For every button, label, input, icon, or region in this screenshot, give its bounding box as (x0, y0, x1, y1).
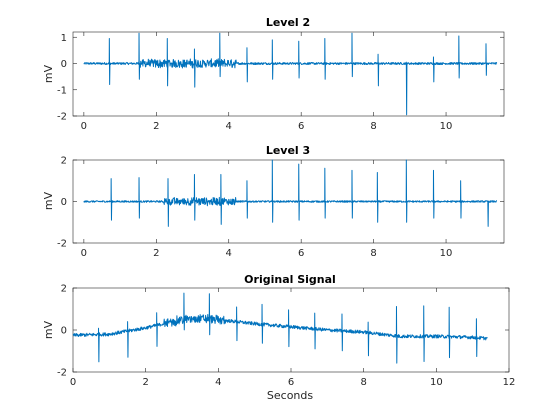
x-tick-label: 8 (370, 248, 376, 259)
x-tick-label: 6 (288, 377, 294, 388)
x-tick-label: 4 (215, 377, 221, 388)
y-tick-label: 1 (61, 33, 67, 44)
x-tick-label: 2 (153, 121, 159, 132)
x-tick-label: 12 (503, 377, 516, 388)
y-tick-label: 0 (61, 197, 67, 208)
panel-title: Level 2 (266, 16, 310, 29)
y-tick-label: 0 (61, 59, 67, 70)
y-tick-label: -2 (57, 239, 67, 250)
x-tick-label: 0 (81, 248, 87, 259)
x-axis-label: Seconds (267, 389, 313, 402)
signal-trace (83, 32, 498, 116)
x-tick-label: 4 (226, 248, 232, 259)
y-tick-label: -1 (57, 85, 67, 96)
x-tick-label: 10 (440, 121, 453, 132)
x-tick-label: 0 (70, 377, 76, 388)
signal-trace (72, 292, 488, 364)
x-tick-label: 6 (298, 248, 304, 259)
x-tick-label: 4 (226, 121, 232, 132)
x-tick-label: 2 (153, 248, 159, 259)
x-ticks: 0 2 4 6 8 10 (81, 32, 453, 132)
axes-frame (72, 287, 510, 373)
y-tick-label: 0 (61, 326, 67, 337)
panel-title: Level 3 (266, 144, 310, 157)
panel-title: Original Signal (244, 273, 336, 286)
y-tick-label: 2 (61, 284, 67, 295)
y-tick-label: -2 (57, 112, 67, 123)
panel-level-3: Level 3 mV 0 2 4 6 8 10 -2 0 2 (42, 144, 505, 259)
y-ticks: -2 -1 0 1 (57, 33, 504, 123)
x-tick-label: 10 (430, 377, 443, 388)
x-tick-label: 6 (298, 121, 304, 132)
signal-trace (83, 159, 498, 227)
x-tick-label: 10 (440, 248, 453, 259)
x-ticks: 0 2 4 6 8 10 12 (70, 288, 516, 388)
y-ticks: -2 0 2 (57, 284, 509, 379)
y-axis-label: mV (42, 64, 55, 83)
x-tick-label: 2 (142, 377, 148, 388)
x-tick-label: 0 (81, 121, 87, 132)
panel-original-signal: Original Signal mV Seconds 0 2 4 6 8 10 12 -20… (42, 273, 515, 402)
y-tick-label: -2 (57, 368, 67, 379)
panel-level-2: Level 2 mV 0 2 4 6 8 10 -2 -1 0 1 (42, 16, 505, 132)
x-tick-label: 8 (360, 377, 366, 388)
y-axis-label: mV (42, 191, 55, 210)
axes-frame (72, 31, 505, 117)
y-axis-label: mV (42, 320, 55, 339)
y-tick-label: 2 (61, 156, 67, 167)
x-ticks: 0 2 4 6 8 10 (81, 160, 453, 259)
y-ticks: -2 0 2 (57, 156, 504, 250)
x-tick-label: 8 (370, 121, 376, 132)
